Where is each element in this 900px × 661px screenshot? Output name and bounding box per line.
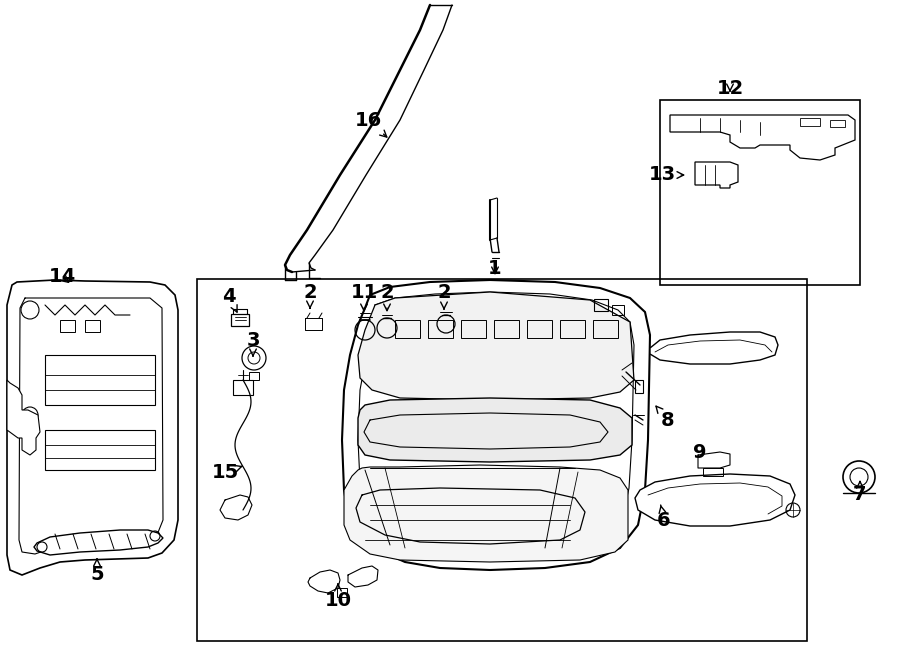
Text: 2: 2	[437, 284, 451, 309]
Bar	[660, 100, 860, 285]
Text: 7: 7	[853, 481, 867, 504]
Text: 6: 6	[657, 505, 670, 529]
Bar	[85, 320, 100, 332]
Bar	[494, 320, 519, 338]
Polygon shape	[344, 465, 628, 562]
Polygon shape	[635, 380, 643, 393]
Bar	[45, 430, 155, 470]
Polygon shape	[342, 280, 650, 570]
Polygon shape	[7, 280, 178, 575]
Bar	[593, 320, 618, 338]
Polygon shape	[635, 474, 795, 526]
Bar	[197, 279, 807, 641]
Text: 2: 2	[380, 284, 394, 311]
Text: 10: 10	[325, 584, 352, 609]
Text: 9: 9	[693, 444, 706, 463]
Bar	[703, 468, 723, 476]
Polygon shape	[670, 115, 855, 160]
Polygon shape	[34, 530, 163, 555]
Polygon shape	[358, 292, 634, 400]
Text: 5: 5	[90, 559, 104, 584]
Text: 4: 4	[222, 286, 237, 312]
Polygon shape	[358, 398, 632, 462]
Text: 15: 15	[212, 463, 242, 481]
Text: 1: 1	[488, 258, 502, 278]
Polygon shape	[695, 162, 738, 188]
Bar	[337, 588, 347, 597]
Bar	[800, 118, 820, 126]
Bar	[594, 299, 608, 311]
Text: 3: 3	[247, 330, 260, 356]
Text: 8: 8	[656, 406, 675, 430]
Bar	[461, 320, 486, 338]
Polygon shape	[7, 380, 40, 455]
Text: 2: 2	[303, 284, 317, 308]
Bar	[612, 305, 624, 315]
Text: 11: 11	[350, 284, 378, 311]
Text: 16: 16	[355, 110, 387, 137]
Text: 13: 13	[648, 165, 684, 184]
Bar	[60, 320, 75, 332]
Bar	[560, 320, 585, 338]
Bar	[395, 320, 420, 338]
Bar	[231, 314, 249, 326]
Bar	[428, 320, 453, 338]
Bar	[527, 320, 552, 338]
Text: 12: 12	[716, 79, 743, 98]
Bar	[830, 120, 845, 127]
Text: 14: 14	[49, 268, 76, 286]
Bar	[249, 372, 259, 380]
Bar	[233, 380, 253, 395]
Polygon shape	[650, 332, 778, 364]
Bar	[45, 355, 155, 405]
